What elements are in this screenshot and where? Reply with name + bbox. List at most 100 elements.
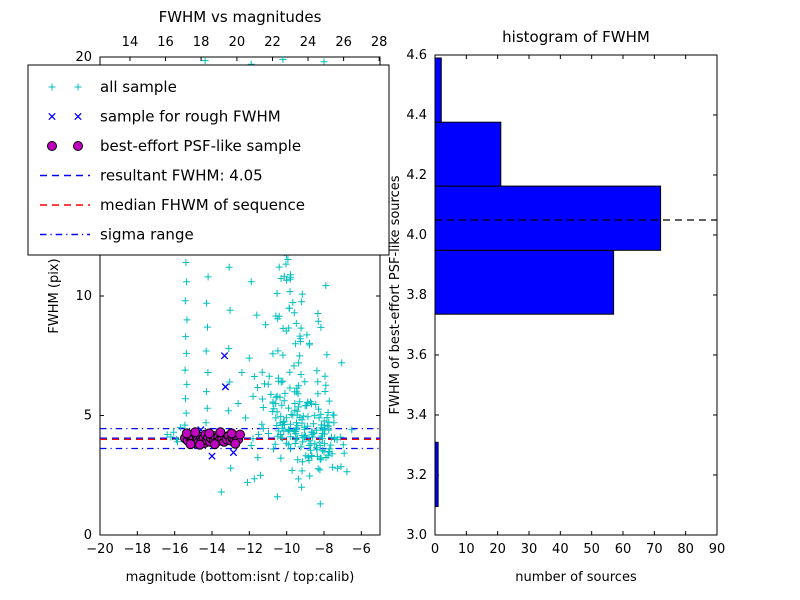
tick-label: 3.4: [406, 408, 427, 423]
plus-marker: [202, 419, 210, 427]
tick-label: −14: [198, 542, 225, 557]
plus-marker: [283, 276, 290, 284]
plus-marker: [315, 414, 323, 422]
plus-marker: [181, 297, 189, 305]
plus-marker: [316, 500, 324, 508]
plus-marker: [295, 359, 303, 367]
plus-marker: [271, 440, 279, 448]
histogram-axes: 0 10 20 30 40 50 60 70 80 90 3.0 3.2 3.4 3.6 3.8 4.0 4.2…: [406, 48, 725, 557]
plus-marker: [315, 405, 323, 413]
plus-marker: [182, 259, 190, 266]
plus-marker: [291, 406, 299, 414]
plus-marker: [322, 381, 330, 389]
plus-marker: [244, 478, 251, 486]
plus-marker: [254, 454, 262, 462]
plus-marker: [176, 423, 184, 431]
plus-marker: [163, 431, 171, 439]
plus-marker: [323, 414, 331, 422]
tick-label: all sample: [100, 78, 177, 96]
plus-marker: [278, 424, 286, 432]
legend-entry: best-effort PSF-like sample: [47, 137, 301, 155]
plus-marker: [258, 368, 266, 376]
plus-marker: [201, 57, 209, 65]
x-marker: [74, 112, 82, 121]
plus-marker: [327, 441, 335, 449]
plus-marker: [285, 304, 293, 312]
plus-marker: [320, 58, 328, 66]
all-sample-points: [163, 55, 356, 508]
plus-marker: [306, 339, 313, 347]
plus-marker: [293, 434, 301, 442]
tick-label: 4.2: [406, 168, 427, 183]
plus-marker: [183, 278, 191, 286]
circle-marker: [190, 427, 201, 438]
plus-marker: [225, 345, 233, 353]
plus-marker: [279, 324, 287, 332]
tick-label: best-effort PSF-like sample: [100, 137, 301, 155]
legend-entry: sample for rough FWHM: [48, 108, 281, 126]
plus-marker: [330, 411, 338, 419]
plus-marker: [282, 260, 290, 268]
plus-marker: [286, 426, 294, 434]
plus-marker: [274, 374, 282, 382]
histogram-xlabel: number of sources: [515, 570, 637, 585]
tick-label: 3.8: [406, 288, 427, 303]
circle-marker: [181, 428, 192, 439]
tick-label: −18: [124, 542, 151, 557]
tick-label: 40: [552, 542, 569, 557]
circle-marker: [235, 429, 245, 440]
tick-label: 5: [84, 409, 92, 424]
tick-label: −16: [161, 542, 188, 557]
plus-marker: [323, 351, 331, 359]
plus-marker: [313, 452, 321, 460]
plus-marker: [257, 471, 264, 479]
plus-marker: [274, 432, 282, 440]
plus-marker: [336, 433, 344, 441]
plus-marker: [249, 392, 257, 400]
plus-marker: [298, 458, 306, 466]
plus-marker: [274, 347, 282, 355]
plus-marker: [284, 256, 292, 263]
tick-label: 4.6: [406, 48, 427, 63]
tick-label: −20: [86, 542, 113, 557]
scatter-content: [100, 55, 380, 508]
plus-marker: [321, 440, 329, 448]
circle-marker: [204, 428, 215, 439]
plus-marker: [317, 410, 325, 418]
plus-marker: [259, 425, 267, 432]
hist-bar: [434, 185, 662, 251]
plus-marker: [330, 419, 338, 427]
scatter-xlabel: magnitude (bottom:isnt / top:calib): [126, 570, 355, 585]
plus-marker: [259, 404, 267, 411]
plus-marker: [280, 397, 288, 405]
plus-marker: [314, 378, 322, 386]
plus-marker: [288, 466, 296, 474]
plus-marker: [313, 426, 321, 434]
x-marker: [220, 352, 229, 360]
plus-marker: [247, 442, 255, 449]
plus-marker: [302, 432, 309, 440]
plus-marker: [272, 414, 280, 422]
plus-marker: [304, 422, 312, 430]
plus-marker: [285, 425, 292, 433]
plus-marker: [202, 347, 210, 355]
plus-marker: [182, 349, 190, 357]
plus-marker: [308, 400, 315, 408]
plus-marker: [290, 362, 298, 370]
plus-marker: [282, 414, 290, 422]
plus-marker: [181, 366, 189, 374]
plus-marker: [281, 389, 289, 397]
plus-marker: [337, 463, 345, 471]
plus-marker: [301, 432, 309, 439]
plus-marker: [312, 401, 320, 408]
plus-marker: [317, 432, 325, 440]
plus-marker: [321, 372, 329, 380]
plus-marker: [250, 475, 258, 483]
plus-marker: [250, 373, 258, 380]
plus-marker: [305, 456, 313, 464]
tick-label: 16: [157, 35, 174, 50]
tick-label: 4.4: [406, 108, 427, 123]
plus-marker: [249, 435, 257, 443]
plus-marker: [298, 467, 306, 475]
tick-label: 20: [75, 50, 92, 65]
